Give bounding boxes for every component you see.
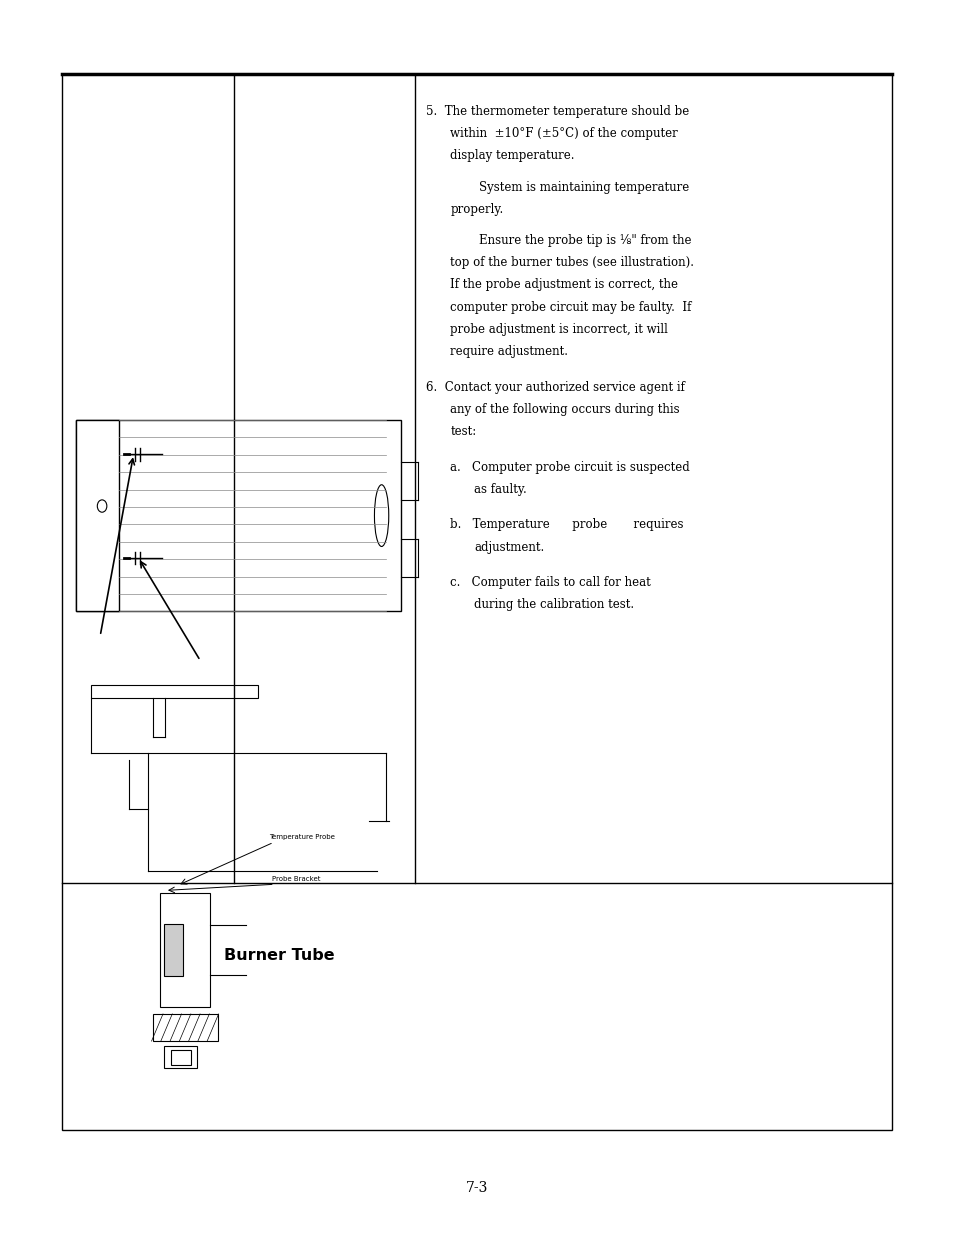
Bar [164,1046,197,1068]
Bar [152,1014,217,1041]
Bar [171,1050,191,1065]
Text: as faulty.: as faulty. [474,483,526,496]
Bar [160,893,210,1007]
Text: Temperature Probe: Temperature Probe [269,834,335,840]
Text: adjustment.: adjustment. [474,541,544,553]
Bar [76,420,119,611]
Text: probe adjustment is incorrect, it will: probe adjustment is incorrect, it will [450,322,667,336]
Text: Probe Bracket: Probe Bracket [272,876,320,882]
Text: b.   Temperature      probe       requires: b. Temperature probe requires [450,519,683,531]
Text: any of the following occurs during this: any of the following occurs during this [450,403,679,416]
Text: top of the burner tubes (see illustration).: top of the burner tubes (see illustratio… [450,256,694,269]
Text: Burner Tube: Burner Tube [224,948,335,963]
Text: properly.: properly. [450,203,503,216]
Text: a.   Computer probe circuit is suspected: a. Computer probe circuit is suspected [450,461,689,474]
Text: during the calibration test.: during the calibration test. [474,599,634,611]
Text: require adjustment.: require adjustment. [450,345,568,358]
Text: 5.  The thermometer temperature should be: 5. The thermometer temperature should be [426,105,689,119]
Text: 6.  Contact your authorized service agent if: 6. Contact your authorized service agent… [426,380,684,394]
Text: computer probe circuit may be faulty.  If: computer probe circuit may be faulty. If [450,300,691,314]
Bar [62,74,891,1130]
Text: If the probe adjustment is correct, the: If the probe adjustment is correct, the [450,278,678,291]
Text: within  ±10°F (±5°C) of the computer: within ±10°F (±5°C) of the computer [450,127,678,141]
Text: Ensure the probe tip is ⅛" from the: Ensure the probe tip is ⅛" from the [478,233,691,247]
Text: test:: test: [450,425,476,438]
Text: 7-3: 7-3 [465,1181,488,1195]
Text: display temperature.: display temperature. [450,149,575,163]
Bar [76,420,400,611]
Ellipse shape [374,484,389,546]
Bar [164,924,183,976]
Text: c.   Computer fails to call for heat: c. Computer fails to call for heat [450,577,650,589]
Text: System is maintaining temperature: System is maintaining temperature [478,180,688,194]
Bar [91,685,257,698]
